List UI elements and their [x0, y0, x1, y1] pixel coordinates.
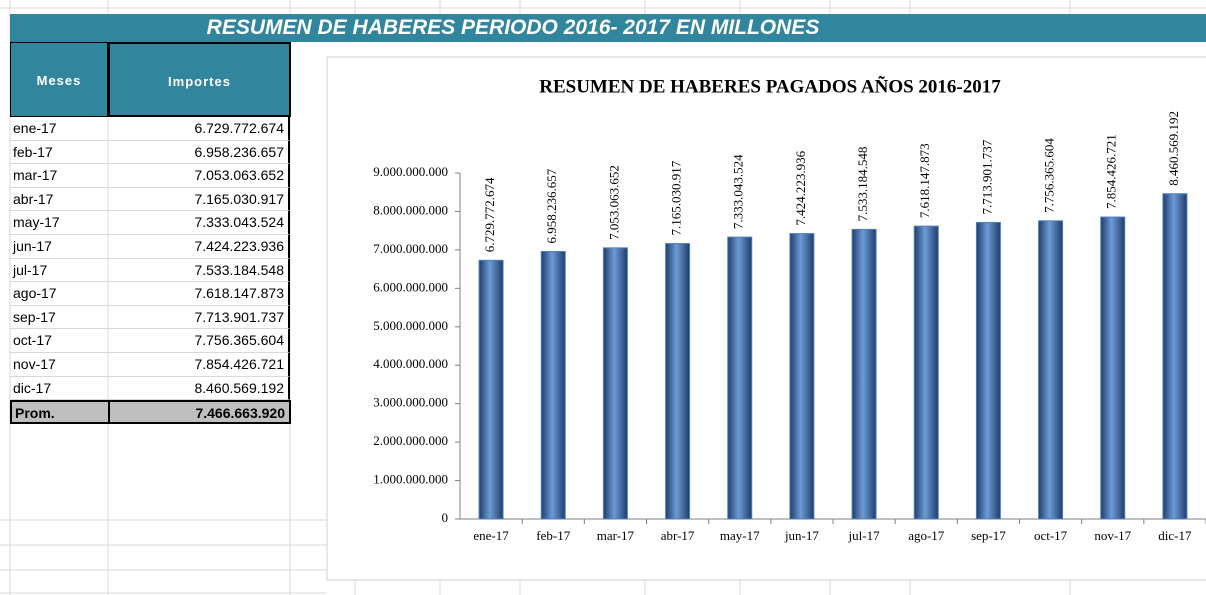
month-cell: jul-17 — [10, 259, 108, 283]
amount-cell: 7.053.063.652 — [108, 164, 290, 188]
data-label: 7.713.901.737 — [979, 139, 994, 214]
y-tick-label: 6.000.000.000 — [373, 279, 448, 294]
x-tick-label: may-17 — [720, 528, 760, 543]
x-tick-label: jul-17 — [848, 528, 881, 543]
month-cell: nov-17 — [10, 353, 108, 377]
footer-label: Prom. — [10, 400, 108, 424]
month-cell: dic-17 — [10, 377, 108, 401]
y-tick-label: 4.000.000.000 — [373, 356, 448, 371]
x-tick-label: ene-17 — [473, 528, 509, 543]
x-tick-label: dic-17 — [1158, 528, 1192, 543]
data-label: 8.460.569.192 — [1166, 111, 1181, 186]
x-tick-label: sep-17 — [971, 528, 1006, 543]
y-tick-label: 0 — [442, 510, 449, 525]
x-tick-label: oct-17 — [1034, 528, 1068, 543]
month-cell: oct-17 — [10, 329, 108, 353]
bar — [540, 250, 566, 520]
chart-title: RESUMEN DE HABERES PAGADOS AÑOS 2016-201… — [539, 75, 1001, 97]
header-cell: Importes — [108, 42, 291, 117]
month-cell: feb-17 — [10, 141, 108, 165]
month-cell: ene-17 — [10, 117, 108, 141]
amount-cell: 7.333.043.524 — [108, 211, 290, 235]
bar — [727, 236, 753, 520]
data-label: 7.333.043.524 — [731, 154, 746, 229]
month-cell: ago-17 — [10, 282, 108, 306]
bar — [602, 247, 628, 520]
bar — [1162, 193, 1188, 520]
amount-cell: 7.756.365.604 — [108, 329, 290, 353]
amount-cell: 7.713.901.737 — [108, 305, 290, 330]
x-tick-label: abr-17 — [661, 528, 695, 543]
month-cell: sep-17 — [10, 306, 108, 330]
data-label: 7.854.426.721 — [1104, 134, 1119, 209]
amount-cell: 7.165.030.917 — [108, 187, 290, 212]
y-tick-label: 1.000.000.000 — [373, 472, 448, 487]
footer-value: 7.466.663.920 — [108, 400, 291, 424]
data-label: 7.424.223.936 — [793, 150, 808, 225]
data-label: 6.729.772.674 — [482, 177, 497, 252]
amount-cell: 7.854.426.721 — [108, 353, 290, 377]
month-cell: mar-17 — [10, 164, 108, 188]
month-cell: abr-17 — [10, 188, 108, 212]
y-tick-label: 3.000.000.000 — [373, 395, 448, 410]
data-label: 7.756.365.604 — [1042, 138, 1057, 213]
bar — [1100, 216, 1126, 520]
amount-cell: 8.460.569.192 — [108, 376, 290, 401]
amount-cell: 7.424.223.936 — [108, 235, 290, 259]
bar — [1038, 220, 1064, 520]
amount-cell: 7.618.147.873 — [108, 282, 290, 306]
bar — [975, 221, 1001, 520]
data-label: 7.533.184.548 — [855, 147, 870, 222]
banner: RESUMEN DE HABERES PERIODO 2016- 2017 EN… — [10, 14, 1206, 42]
bar — [665, 243, 691, 520]
y-tick-label: 7.000.000.000 — [373, 241, 448, 256]
x-tick-label: mar-17 — [597, 528, 635, 543]
chart-area — [326, 56, 1206, 581]
y-tick-label: 8.000.000.000 — [373, 202, 448, 217]
data-label: 7.618.147.873 — [917, 143, 932, 218]
amount-cell: 7.533.184.548 — [108, 258, 290, 283]
bar — [913, 225, 939, 520]
y-tick-label: 5.000.000.000 — [373, 318, 448, 333]
month-cell: may-17 — [10, 211, 108, 235]
amount-cell: 6.958.236.657 — [108, 140, 290, 165]
header-cell: Meses — [10, 42, 108, 117]
data-label: 7.053.063.652 — [606, 165, 621, 240]
y-tick-label: 9.000.000.000 — [373, 164, 448, 179]
data-label: 6.958.236.657 — [544, 168, 559, 243]
bar — [789, 233, 815, 520]
amount-cell: 6.729.772.674 — [108, 117, 290, 141]
x-tick-label: nov-17 — [1094, 528, 1131, 543]
x-tick-label: jun-17 — [784, 528, 819, 543]
x-tick-label: feb-17 — [536, 528, 570, 543]
y-tick-label: 2.000.000.000 — [373, 433, 448, 448]
bar — [851, 228, 877, 520]
month-cell: jun-17 — [10, 235, 108, 259]
data-label: 7.165.030.917 — [669, 160, 684, 235]
x-tick-label: ago-17 — [908, 528, 945, 543]
bar — [478, 259, 504, 520]
